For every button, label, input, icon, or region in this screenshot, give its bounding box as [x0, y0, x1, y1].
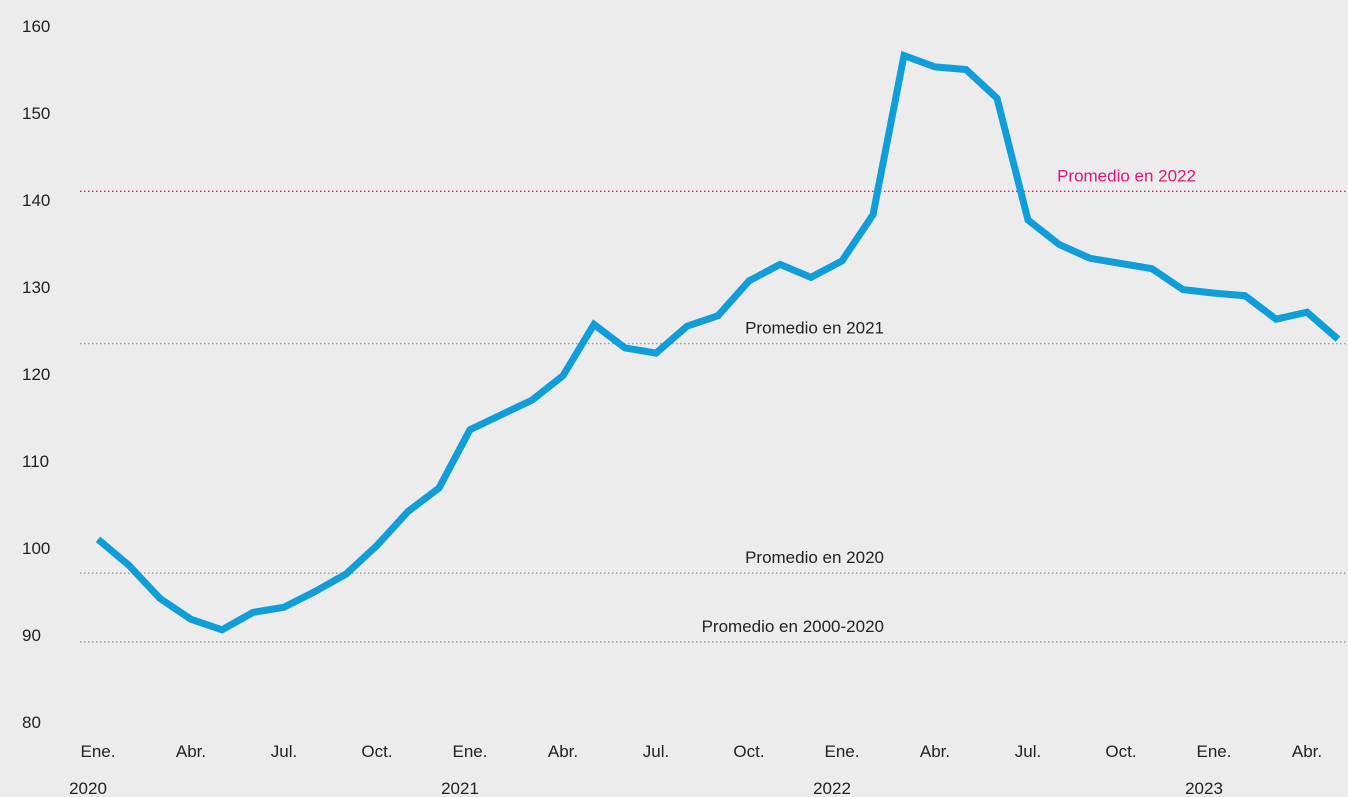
- x-tick-label: Abr.: [1292, 742, 1322, 761]
- y-tick-label: 150: [22, 104, 50, 123]
- y-tick-label: 160: [22, 17, 50, 36]
- x-tick-label: Ene.: [81, 742, 116, 761]
- x-tick-label: Ene.: [1197, 742, 1232, 761]
- x-year-label: 2022: [813, 779, 851, 797]
- reference-line-label: Promedio en 2021: [745, 319, 884, 338]
- x-tick-label: Jul.: [1015, 742, 1041, 761]
- reference-line-label: Promedio en 2000-2020: [702, 617, 884, 636]
- y-tick-label: 80: [22, 713, 41, 732]
- x-axis-ticks: Ene. Abr. Jul. Oct. Ene. Abr. Jul. Oct. Ene. Abr.…: [81, 742, 1323, 761]
- x-year-label: 2023: [1185, 779, 1223, 797]
- y-tick-label: 100: [22, 539, 50, 558]
- x-tick-label: Oct.: [733, 742, 764, 761]
- y-tick-label: 90: [22, 626, 41, 645]
- x-tick-label: Jul.: [271, 742, 297, 761]
- x-tick-label: Abr.: [920, 742, 950, 761]
- x-tick-label: Ene.: [825, 742, 860, 761]
- y-tick-label: 130: [22, 278, 50, 297]
- x-tick-label: Oct.: [1105, 742, 1136, 761]
- y-tick-label: 120: [22, 365, 50, 384]
- x-tick-label: Abr.: [548, 742, 578, 761]
- reference-line-label: Promedio en 2022: [1057, 166, 1196, 185]
- x-tick-label: Ene.: [453, 742, 488, 761]
- reference-line-label: Promedio en 2020: [745, 548, 884, 567]
- y-tick-label: 110: [22, 452, 49, 471]
- x-tick-label: Oct.: [361, 742, 392, 761]
- reference-lines: Promedio en 2022 Promedio en 2021 Promedio…: [80, 166, 1348, 643]
- x-year-label: 2020: [69, 779, 107, 797]
- x-tick-label: Abr.: [176, 742, 206, 761]
- y-tick-label: 140: [22, 191, 50, 210]
- x-tick-label: Jul.: [643, 742, 669, 761]
- x-axis-year-labels: 2020 2021 2022 2023: [69, 779, 1223, 797]
- y-axis-ticks: 80 90 100 110 120 130 140 150 160: [22, 17, 50, 732]
- series-layer: [95, 50, 1341, 634]
- x-year-label: 2021: [441, 779, 479, 797]
